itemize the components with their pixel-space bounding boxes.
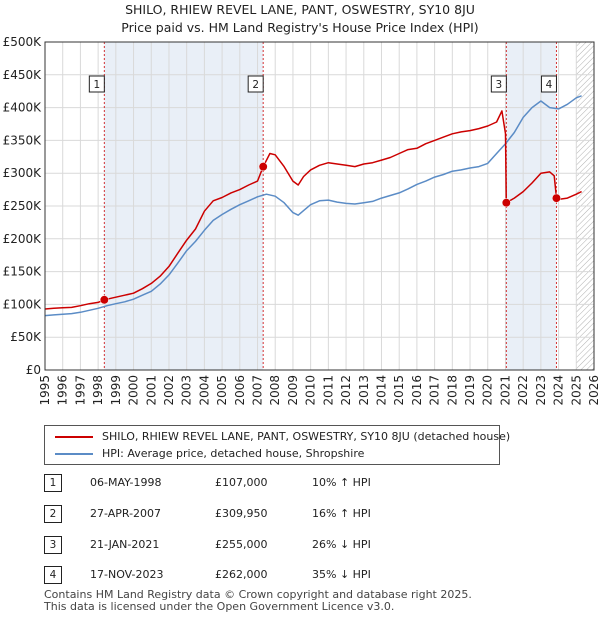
sale-point [552, 193, 561, 203]
x-tick-label: 2018 [445, 375, 459, 406]
chart-subtitle: Price paid vs. HM Land Registry's House … [121, 20, 478, 35]
legend-label-property: SHILO, RHIEW REVEL LANE, PANT, OSWESTRY,… [102, 430, 511, 443]
y-tick-label: £200K [3, 232, 43, 246]
x-tick-label: 2013 [357, 375, 371, 406]
legend-swatch-hpi [55, 453, 93, 455]
sale-number-box [540, 75, 557, 93]
sale-price: £107,000 [215, 476, 268, 489]
price-chart: SHILO, RHIEW REVEL LANE, PANT, OSWESTRY,… [3, 2, 600, 406]
footer-line-licence: This data is licensed under the Open Gov… [44, 600, 395, 613]
x-tick-label: 2020 [481, 375, 495, 406]
x-tick-label: 2015 [392, 375, 406, 406]
y-tick-label: £400K [3, 101, 43, 115]
x-tick-label: 2005 [215, 375, 229, 406]
legend-label-hpi: HPI: Average price, detached house, Shro… [102, 447, 365, 460]
plot-border [44, 41, 595, 371]
sale-hpi-diff: 26% ↓ HPI [312, 538, 371, 551]
sale-date: 27-APR-2007 [90, 507, 162, 520]
x-tick-label: 2008 [268, 375, 282, 406]
legend-swatch-property [55, 436, 93, 438]
y-tick-label: £250K [3, 199, 43, 213]
sale-price: £255,000 [215, 538, 268, 551]
sale-number-box [247, 75, 264, 93]
y-tick-label: £0 [26, 363, 41, 377]
x-tick-label: 2009 [286, 375, 300, 406]
x-tick-label: 2003 [180, 375, 194, 406]
x-tick-label: 2002 [162, 375, 176, 406]
y-tick-label: £150K [3, 265, 43, 279]
x-tick-label: 1998 [91, 375, 105, 406]
x-tick-label: 2022 [516, 375, 530, 406]
sale-number-label: 1 [93, 79, 100, 91]
sale-date: 17-NOV-2023 [90, 568, 164, 581]
x-tick-label: 1999 [109, 375, 123, 406]
sale-price: £309,950 [215, 507, 268, 520]
x-tick-label: 2012 [339, 375, 353, 406]
sale-number-box [490, 75, 507, 93]
x-tick-label: 1997 [73, 375, 87, 406]
legend-item-property: SHILO, RHIEW REVEL LANE, PANT, OSWESTRY,… [55, 429, 510, 445]
x-tick-label: 2004 [197, 375, 211, 406]
x-tick-label: 2026 [587, 375, 600, 406]
x-tick-label: 2001 [144, 375, 158, 406]
sale-number-label: 2 [252, 79, 259, 91]
y-tick-label: £500K [3, 35, 43, 49]
sale-number-badge: 3 [44, 536, 62, 554]
footer-attribution: Contains HM Land Registry data © Crown c… [44, 589, 584, 613]
x-tick-label: 2014 [374, 375, 388, 406]
x-tick-label: 2007 [251, 375, 265, 406]
sale-number-box [88, 75, 105, 93]
sale-number-badge: 4 [44, 566, 62, 584]
x-tick-label: 2021 [498, 375, 512, 406]
x-tick-label: 2024 [552, 375, 566, 406]
x-tick-label: 2016 [410, 375, 424, 406]
sale-point [99, 295, 109, 305]
legend-item-hpi: HPI: Average price, detached house, Shro… [55, 446, 364, 462]
sale-date: 06-MAY-1998 [90, 476, 162, 489]
hpi-series-line [44, 95, 582, 317]
x-tick-label: 2006 [233, 375, 247, 406]
sale-price: £262,000 [215, 568, 268, 581]
y-tick-label: £350K [3, 133, 43, 147]
x-tick-label: 2019 [463, 375, 477, 406]
x-tick-label: 2000 [127, 375, 141, 406]
chart-title: SHILO, RHIEW REVEL LANE, PANT, OSWESTRY,… [125, 2, 475, 17]
legend: SHILO, RHIEW REVEL LANE, PANT, OSWESTRY,… [44, 425, 510, 465]
sale-point [258, 162, 268, 172]
x-tick-label: 2017 [428, 375, 442, 406]
y-tick-label: £100K [3, 297, 43, 311]
y-tick-label: £50K [10, 330, 42, 344]
sale-number-label: 3 [495, 79, 502, 91]
x-tick-label: 2011 [321, 375, 335, 406]
sale-date: 21-JAN-2021 [90, 538, 160, 551]
x-tick-label: 1995 [38, 375, 52, 406]
x-tick-label: 1996 [56, 375, 70, 406]
property-series-line [44, 110, 582, 310]
sale-point [501, 198, 511, 208]
sale-hpi-diff: 16% ↑ HPI [312, 507, 371, 520]
sale-number-badge: 2 [44, 505, 62, 523]
x-tick-label: 2025 [569, 375, 583, 406]
x-tick-label: 2023 [534, 375, 548, 406]
y-tick-label: £300K [3, 166, 43, 180]
sale-hpi-diff: 10% ↑ HPI [312, 476, 371, 489]
footer-line-copyright: Contains HM Land Registry data © Crown c… [44, 588, 472, 601]
y-tick-label: £450K [3, 68, 43, 82]
sale-number-badge: 1 [44, 474, 62, 492]
x-tick-label: 2010 [304, 375, 318, 406]
sale-hpi-diff: 35% ↓ HPI [312, 568, 371, 581]
sale-number-label: 4 [546, 79, 553, 91]
